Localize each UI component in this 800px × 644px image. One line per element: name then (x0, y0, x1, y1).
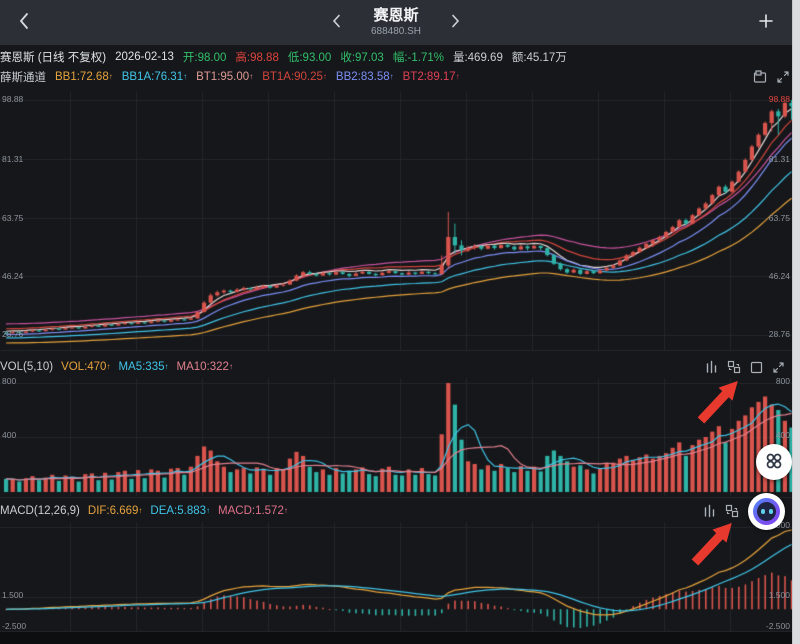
up-arrow-icon: ↑ (164, 361, 169, 371)
bottom-bar (0, 632, 792, 644)
macd-switch-indicator-button[interactable] (724, 503, 740, 522)
axis-tick-label: 400 (2, 430, 17, 440)
high-value: 高:98.88 (235, 52, 279, 64)
expand-arrows-icon (772, 361, 785, 377)
prev-stock-button[interactable] (328, 10, 345, 35)
up-arrow-icon: ↑ (138, 505, 143, 515)
add-watchlist-button[interactable] (754, 9, 778, 36)
pip-window-button[interactable] (752, 69, 768, 88)
quote-date: 2026-02-13 (115, 51, 174, 63)
switch-squares-icon (725, 504, 739, 521)
stock-name-period: 赛恩斯 (日线 不复权) (0, 52, 107, 64)
up-arrow-icon: ↑ (228, 361, 233, 371)
next-stock-button[interactable] (447, 10, 464, 35)
quote-info-bar: 赛恩斯 (日线 不复权) 2026-02-13 开:98.00 高:98.88 … (0, 47, 792, 67)
back-button[interactable] (14, 8, 34, 37)
vol-expand-button[interactable] (771, 360, 786, 378)
axis-tick-label: 81.31 (768, 154, 790, 164)
up-arrow-icon: ↑ (283, 505, 288, 515)
ai-assistant-icon (753, 498, 780, 525)
axis-tick-label: 63.75 (768, 213, 790, 223)
chevron-left-icon (18, 12, 30, 33)
up-arrow-icon: ↑ (322, 71, 327, 81)
chevron-right-small-icon (451, 14, 460, 31)
macd-dif: DIF:6.669 (87, 505, 139, 517)
vol-ma10: MA10:322 (176, 361, 229, 373)
scrollbar[interactable] (792, 0, 800, 644)
amount-value: 额:45.17万 (511, 52, 567, 64)
axis-tick-label: 98.88 (768, 94, 790, 104)
switch-squares-icon (727, 360, 741, 377)
axis-tick-label: -2.500 (765, 621, 790, 631)
legend-bb1a: BB1A:76.31 (121, 71, 184, 83)
axis-tick-label: 46.24 (768, 271, 790, 281)
stock-code: 688480.SH (370, 25, 422, 37)
channel-indicator-bar: 薛斯通道 BB1:72.68 ↑ BB1A:76.31 ↑ BT1:95.00 ↑ B… (0, 67, 792, 87)
axis-tick-label: 28.76 (768, 329, 790, 339)
bars-icon (705, 360, 718, 377)
expand-arrows-icon (776, 70, 790, 87)
vol-style-button[interactable] (704, 359, 719, 378)
volume-value: 量:469.69 (452, 52, 503, 64)
ai-assistant-button[interactable] (748, 493, 785, 530)
vol-ma5: MA5:335 (118, 361, 165, 373)
volume-panel-tools (704, 359, 800, 378)
up-arrow-icon: ↑ (108, 71, 113, 81)
axis-tick-label: -2.500 (2, 621, 27, 631)
page-title: 赛恩斯 (373, 7, 419, 25)
low-value: 低:93.00 (287, 52, 332, 64)
axis-tick-label: 1.500 (768, 590, 790, 600)
macd-panel-header: MACD(12,26,9) DIF:6.669 ↑ DEA:5.883 ↑ MACD… (0, 500, 792, 522)
legend-bt2: BT2:89.17 (402, 71, 456, 83)
app-grid-button[interactable] (756, 444, 792, 480)
up-arrow-icon: ↑ (249, 71, 254, 81)
axis-tick-label: 63.75 (2, 213, 24, 223)
axis-tick-label: 8.000 (768, 520, 790, 530)
top-nav-bar: 赛恩斯 688480.SH (0, 0, 792, 45)
axis-tick-label: 81.31 (2, 154, 24, 164)
close-value: 收:97.03 (340, 52, 384, 64)
vol-switch-indicator-button[interactable] (726, 359, 742, 378)
up-arrow-icon: ↑ (183, 71, 188, 81)
macd-style-button[interactable] (702, 503, 717, 522)
macd-value: MACD:1.572 (218, 505, 284, 517)
vol-maximize-button[interactable] (749, 360, 764, 378)
macd-indicator-name: MACD(12,26,9) (0, 505, 80, 517)
up-arrow-icon: ↑ (206, 505, 211, 515)
range-value: 幅:-1.71% (392, 52, 444, 64)
legend-bb1: BB1:72.68 (55, 71, 109, 83)
axis-tick-label: 1.500 (2, 590, 24, 600)
vol-value: VOL:470 (61, 361, 107, 373)
maximize-icon (750, 361, 763, 377)
axis-tick-label: 46.24 (2, 271, 24, 281)
axis-tick-label: 400 (775, 430, 790, 440)
volume-panel-header: VOL(5,10) VOL:470 ↑ MA5:335 ↑ MA10:322 ↑ (0, 356, 792, 378)
indicator-name: 薛斯通道 (0, 72, 46, 84)
main-panel-tools (752, 69, 791, 88)
axis-tick-label: 800 (775, 376, 790, 386)
plus-icon (758, 13, 774, 32)
pip-icon (753, 70, 767, 87)
macd-dea: DEA:5.883 (150, 505, 207, 517)
axis-tick-label: 800 (2, 376, 17, 386)
fullscreen-expand-button[interactable] (775, 69, 791, 88)
open-value: 开:98.00 (182, 52, 227, 64)
bars-icon (703, 504, 716, 521)
up-arrow-icon: ↑ (389, 71, 394, 81)
app-grid-icon (764, 451, 784, 474)
axis-tick-label: 28.76 (2, 329, 24, 339)
legend-bt1: BT1:95.00 (196, 71, 250, 83)
legend-bt1a: BT1A:90.25 (262, 71, 323, 83)
vol-indicator-name: VOL(5,10) (0, 361, 54, 373)
legend-bb2: BB2:83.58 (335, 71, 390, 83)
up-arrow-icon: ↑ (106, 361, 111, 371)
chevron-left-small-icon (332, 14, 341, 31)
axis-tick-label: 98.88 (2, 94, 24, 104)
up-arrow-icon: ↑ (455, 71, 460, 81)
title-group: 赛恩斯 688480.SH (0, 0, 792, 45)
